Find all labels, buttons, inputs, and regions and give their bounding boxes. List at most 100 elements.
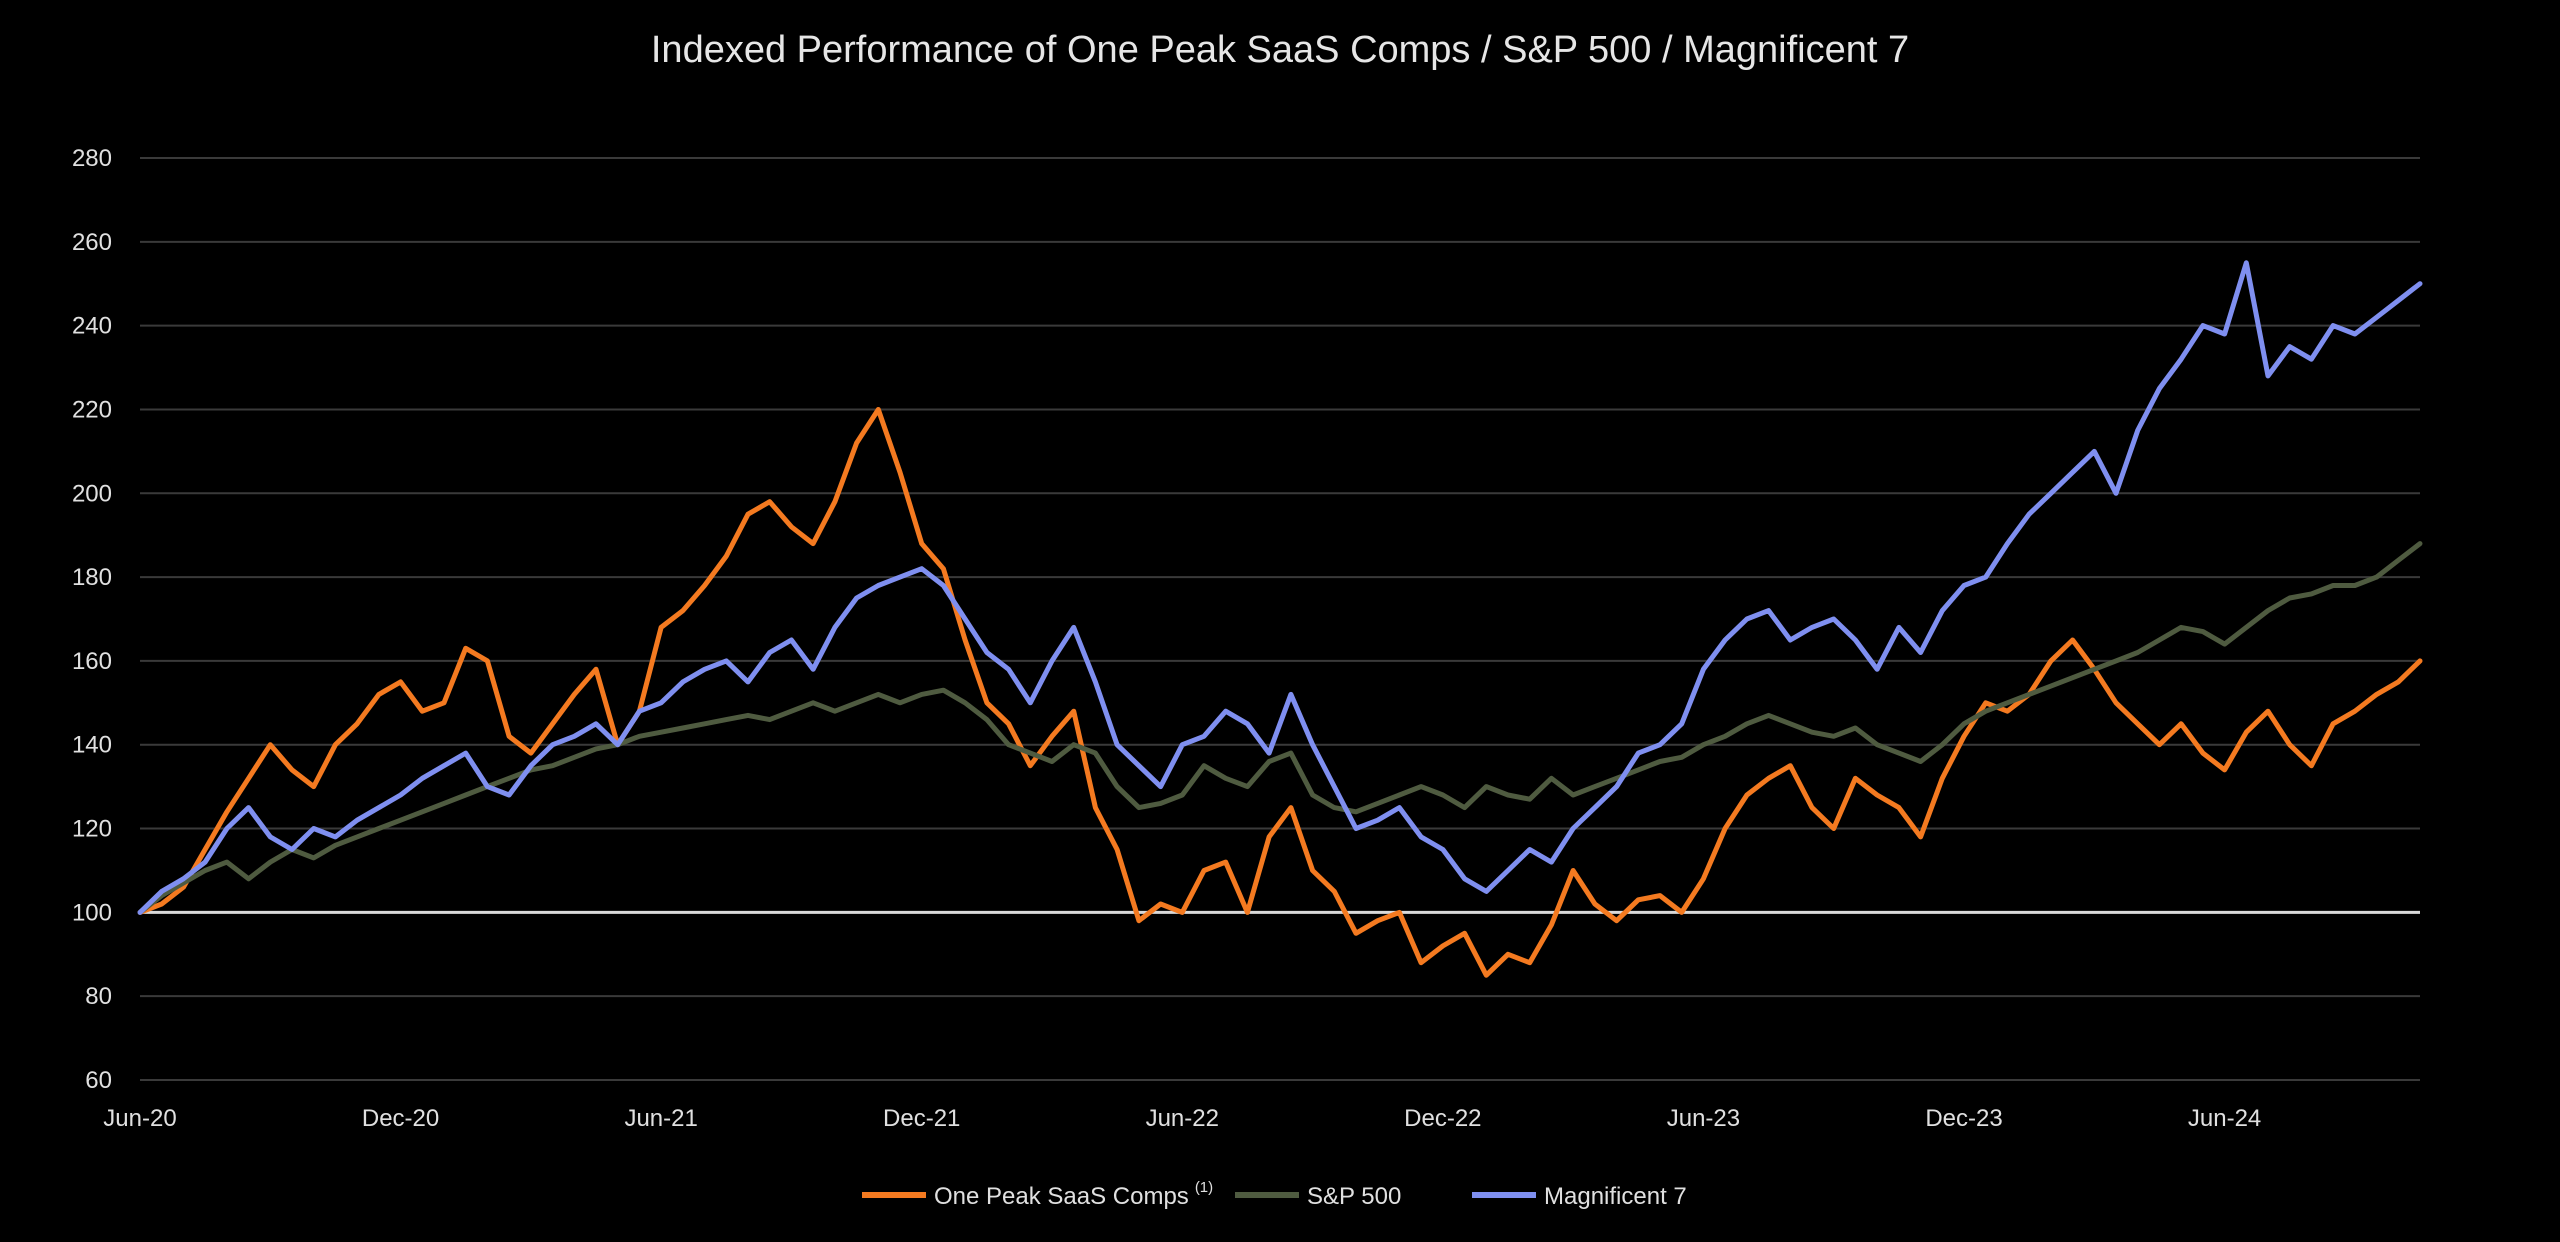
y-tick-label: 100 [72, 899, 112, 926]
data-point [1853, 776, 1857, 780]
x-tick-label: Dec-22 [1404, 1105, 1481, 1132]
data-point [637, 734, 641, 738]
y-tick-label: 140 [72, 732, 112, 759]
data-point [529, 764, 533, 768]
data-point [1658, 743, 1662, 747]
data-point [181, 885, 185, 889]
data-point [268, 860, 272, 864]
data-point [2114, 491, 2118, 495]
data-point [1701, 877, 1705, 881]
data-point [1419, 785, 1423, 789]
data-point [1376, 801, 1380, 805]
data-point [1224, 860, 1228, 864]
data-point [507, 776, 511, 780]
data-point [2375, 315, 2379, 319]
x-tick-label: Jun-24 [2188, 1105, 2261, 1132]
data-point [2005, 701, 2009, 705]
data-point [1832, 827, 1836, 830]
data-point [1571, 827, 1575, 830]
data-point [2331, 722, 2335, 726]
data-point [2157, 387, 2161, 390]
data-point [1680, 910, 1684, 914]
gridlines [140, 157, 2420, 1081]
data-point [312, 827, 316, 830]
data-point [1354, 827, 1358, 830]
data-point [1745, 617, 1749, 621]
data-point [768, 718, 772, 722]
data-point [876, 692, 880, 696]
data-point [442, 701, 446, 705]
y-tick-label: 260 [72, 229, 112, 256]
data-point [551, 722, 555, 726]
data-point [2309, 592, 2313, 596]
data-point [2223, 332, 2227, 336]
data-point [1593, 785, 1597, 789]
data-point [724, 659, 728, 663]
data-point [1745, 793, 1749, 797]
data-point [1245, 785, 1249, 789]
data-point [616, 743, 620, 747]
data-point [2157, 638, 2161, 642]
data-point [1636, 898, 1640, 902]
data-point [1332, 889, 1336, 893]
data-point [2244, 625, 2248, 629]
data-point [2288, 345, 2292, 349]
y-tick-label: 280 [72, 145, 112, 172]
data-point [1419, 835, 1423, 839]
data-point [681, 726, 685, 730]
data-point [2092, 667, 2096, 671]
data-point [1528, 961, 1532, 965]
data-point [355, 818, 359, 822]
data-point [746, 680, 750, 684]
data-point [1962, 734, 1966, 738]
data-point [377, 806, 381, 810]
data-point [703, 722, 707, 726]
data-point [2266, 374, 2270, 378]
data-point [2396, 558, 2400, 562]
data-point [1289, 692, 1293, 696]
data-point [399, 680, 403, 684]
data-point [1463, 931, 1467, 935]
data-point [247, 877, 251, 881]
data-point [1919, 760, 1923, 763]
data-point [1853, 638, 1857, 642]
data-point [2114, 701, 2118, 705]
chart-title: Indexed Performance of One Peak SaaS Com… [651, 29, 1909, 71]
data-point [920, 542, 924, 546]
data-point [2092, 449, 2096, 453]
data-point [1658, 894, 1662, 898]
y-tick-label: 200 [72, 480, 112, 507]
data-point [703, 667, 707, 671]
data-point [377, 827, 381, 830]
data-point [551, 743, 555, 747]
legend-label: Magnificent 7 [1544, 1183, 1687, 1210]
data-point [2179, 625, 2183, 629]
data-point [1332, 806, 1336, 810]
data-point [1788, 764, 1792, 768]
data-point [789, 525, 793, 529]
data-point [1615, 919, 1619, 923]
legend-superscript: (1) [1195, 1179, 1213, 1196]
data-point [1484, 973, 1488, 977]
data-point [2266, 609, 2270, 613]
data-point [1311, 793, 1315, 797]
data-point [985, 701, 989, 705]
data-point [2136, 722, 2140, 726]
data-point [1484, 785, 1488, 789]
legend-item-0: One Peak SaaS Comps (1) [862, 1179, 1213, 1210]
data-point [855, 441, 859, 445]
data-point [963, 617, 967, 621]
data-point [2201, 324, 2205, 328]
data-point [876, 408, 880, 411]
data-point [746, 713, 750, 717]
data-point [876, 584, 880, 587]
data-point [225, 860, 229, 864]
x-tick-label: Jun-23 [1667, 1105, 1740, 1132]
data-point [789, 709, 793, 713]
data-point [2071, 638, 2075, 642]
data-point [1832, 617, 1836, 621]
data-point [399, 818, 403, 822]
data-point [1767, 609, 1771, 613]
legend-item-1: S&P 500 [1235, 1183, 1401, 1210]
data-point [1615, 776, 1619, 780]
